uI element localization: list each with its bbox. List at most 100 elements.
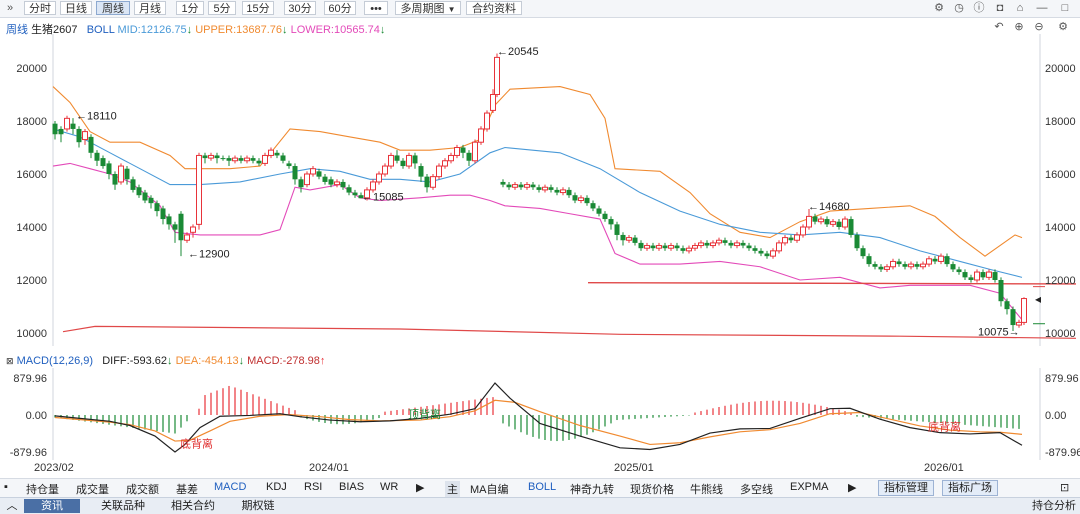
period-button-60m[interactable]: 60分: [324, 1, 356, 15]
candle-down: [662, 245, 668, 249]
period-button-30m[interactable]: 30分: [284, 1, 316, 15]
main-tab-longshort[interactable]: 多空线: [740, 484, 773, 496]
contract-info-button[interactable]: 合约资料: [466, 1, 522, 15]
candle-down: [346, 187, 352, 193]
price-chart[interactable]: 20000 18000 16000 14000 12000 10000 20000 1800…: [0, 34, 1080, 346]
candle-down: [52, 123, 58, 135]
indicator-tab-volume[interactable]: 成交量: [76, 484, 109, 496]
period-button-5m[interactable]: 5分: [208, 1, 236, 15]
time-axis-label-2026: 2026/01: [924, 462, 964, 474]
candle-down: [896, 261, 902, 265]
candle-up: [776, 242, 782, 252]
period-button-fenshi[interactable]: 分时: [24, 1, 56, 15]
expand-icon[interactable]: ⊡: [1060, 482, 1070, 494]
tab-option-chain[interactable]: 期权链: [241, 500, 275, 512]
main-next-icon[interactable]: ▶: [848, 482, 857, 494]
candle-down: [536, 187, 542, 190]
minimize-icon[interactable]: —: [1036, 2, 1048, 14]
candle-down: [106, 163, 112, 174]
collapse-indicator-icon[interactable]: ▪: [4, 481, 8, 493]
indicator-square-button[interactable]: 指标广场: [942, 480, 998, 496]
multi-period-button[interactable]: 多周期图 ▼: [395, 1, 461, 15]
candle-down: [424, 176, 430, 188]
candle-up: [310, 168, 316, 175]
main-tab-expma[interactable]: EXPMA: [790, 481, 829, 493]
candle-down: [1010, 309, 1016, 326]
candle-down: [950, 264, 956, 270]
candle-down: [944, 256, 950, 265]
collapse-up-icon[interactable]: ︿: [6, 500, 18, 512]
candle-down: [400, 160, 406, 167]
candle-up: [184, 234, 190, 241]
collapse-macd-icon[interactable]: ⊠: [6, 356, 14, 366]
indicator-tab-bias[interactable]: BIAS: [339, 481, 365, 493]
indicator-tab-wr[interactable]: WR: [380, 481, 399, 493]
period-button-1m[interactable]: 1分: [176, 1, 204, 15]
candle-up: [920, 263, 926, 268]
candle-down: [160, 208, 166, 220]
candle-up: [890, 260, 896, 268]
macd-tick-right: 0.00: [1045, 410, 1066, 422]
indicator-tab-rsi[interactable]: RSI: [304, 481, 323, 493]
indicator-tab-kdj[interactable]: KDJ: [266, 481, 287, 493]
indicator-tab-macd[interactable]: MACD: [214, 481, 247, 493]
candle-down: [94, 152, 100, 161]
period-button-month[interactable]: 月线: [134, 1, 166, 15]
candle-down: [992, 272, 998, 280]
lower-down-arrow: ↓: [379, 24, 386, 36]
candle-down: [172, 224, 178, 230]
boll-mid-value: MID:12126.75: [117, 24, 187, 36]
indicator-tab-turnover[interactable]: 成交额: [126, 484, 159, 496]
candle-down: [548, 187, 554, 190]
indicator-bar: ▪ 持仓量 成交量 成交额 基差 MACD KDJ RSI BIAS WR ▶ …: [0, 478, 1080, 497]
tab-position-analysis[interactable]: 持仓分析: [1032, 500, 1076, 512]
indicator-manage-button[interactable]: 指标管理: [878, 480, 934, 496]
boll-label: BOLL: [86, 24, 115, 36]
annotation-high-20545: ←20545: [497, 46, 539, 58]
tab-related-contracts[interactable]: 相关合约: [171, 500, 215, 512]
candle-down: [638, 242, 644, 249]
main-tab-boll[interactable]: BOLL: [528, 481, 557, 493]
main-tab-ma[interactable]: MA自编: [470, 484, 509, 496]
indicator-next-icon[interactable]: ▶: [416, 482, 425, 494]
macd-up-arrow: ↑: [319, 355, 326, 367]
indicator-tab-basis[interactable]: 基差: [176, 484, 198, 496]
tab-related-products[interactable]: 关联品种: [101, 500, 145, 512]
camera-icon[interactable]: ◘: [996, 2, 1004, 14]
candle-down: [812, 216, 818, 222]
chart-settings-icon[interactable]: ⚙: [1058, 21, 1068, 33]
price-tick-left: 14000: [16, 222, 47, 234]
home-icon[interactable]: ⌂: [1016, 2, 1024, 14]
info-icon[interactable]: ⓘ: [973, 2, 985, 14]
period-button-week[interactable]: 周线: [96, 1, 130, 15]
support-line-lower: [62, 325, 1077, 339]
macd-dea-value: DEA:-454.13: [175, 355, 239, 367]
period-button-day[interactable]: 日线: [60, 1, 92, 15]
candle-up: [478, 128, 484, 143]
candle-down: [460, 147, 466, 153]
undo-icon[interactable]: ↶: [994, 21, 1004, 33]
tab-news[interactable]: 资讯: [24, 499, 80, 513]
candle-up: [938, 255, 944, 262]
main-tab-bullbear[interactable]: 牛熊线: [690, 484, 723, 496]
price-tick-left: 20000: [16, 63, 47, 75]
main-tab-td9[interactable]: 神奇九转: [570, 484, 614, 496]
more-button[interactable]: •••: [364, 1, 388, 15]
macd-chart[interactable]: 879.96 879.96 0.00 0.00 -879.96 -879.96 底背离 顶背…: [0, 368, 1080, 460]
candle-down: [590, 203, 596, 209]
zoom-in-icon[interactable]: ⊕: [1014, 21, 1024, 33]
candle-down: [932, 258, 938, 262]
clock-icon[interactable]: ◷: [954, 2, 964, 14]
zoom-out-icon[interactable]: ⊖: [1034, 21, 1044, 33]
candle-up: [512, 184, 518, 188]
period-button-15m[interactable]: 15分: [242, 1, 274, 15]
candle-up: [884, 266, 890, 270]
collapse-icon[interactable]: »: [6, 2, 14, 14]
time-axis-label-2024: 2024/01: [309, 462, 349, 474]
main-tab-spot[interactable]: 现货价格: [630, 484, 674, 496]
settings-icon[interactable]: ⚙: [934, 2, 944, 14]
main-indicator-badge: 主: [445, 481, 460, 497]
indicator-tab-oi[interactable]: 持仓量: [26, 484, 59, 496]
candle-up: [484, 112, 490, 130]
maximize-icon[interactable]: □: [1061, 2, 1069, 14]
